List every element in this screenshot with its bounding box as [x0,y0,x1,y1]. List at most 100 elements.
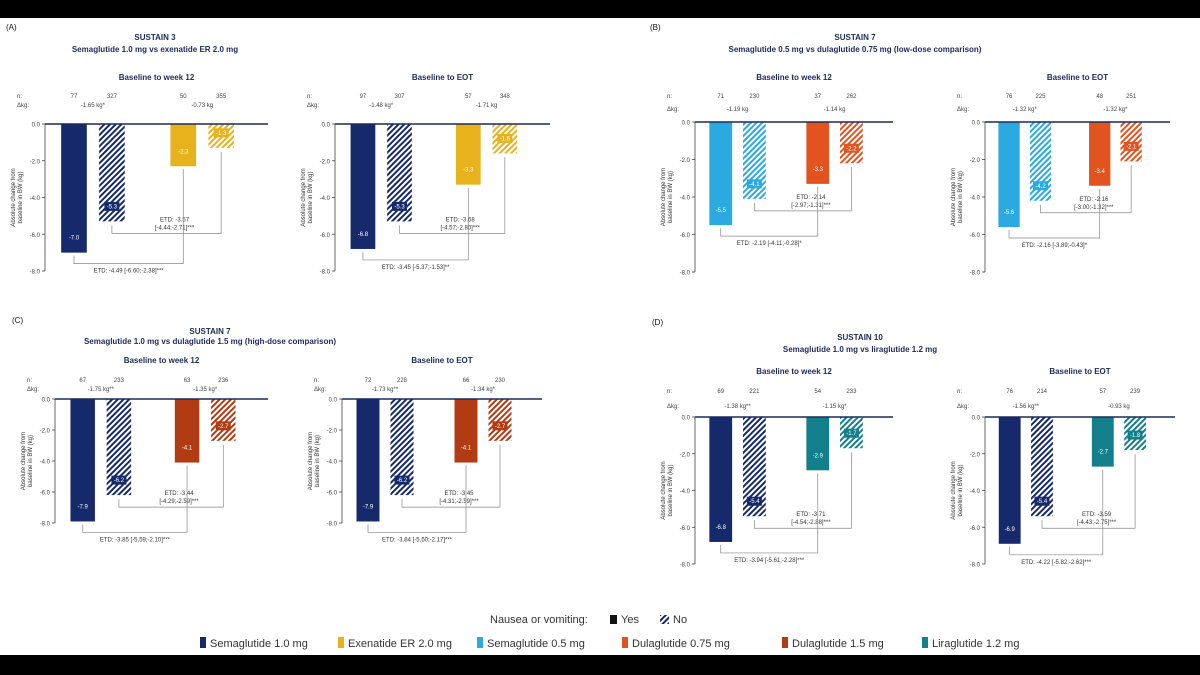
y-axis-label: Absolute change frombaseline in BW (kg) [308,432,321,490]
y-tick-label: -8.0 [40,522,51,528]
dkg-value: -1.71 kg [476,103,498,109]
dkg-value: -1.15 kg* [823,404,848,410]
n-value: 77 [71,94,78,100]
y-tick-label: -8.0 [327,522,338,528]
subplot: Baseline to EOT Absolute change frombasel… [308,356,542,543]
y-tick-label: -2.0 [680,452,691,458]
legend-swatch-exenatide [338,637,344,648]
y-tick-label: -8.0 [680,271,691,277]
legend-item-label: Dulaglutide 0.75 mg [632,638,730,650]
n-value: 71 [717,94,724,100]
n-value: 57 [1099,389,1106,395]
bar-dulaglutide_0_75-no [840,122,863,164]
y-tick-label: -6.0 [320,233,331,239]
n-row-label: n: [314,378,319,384]
n-value: 230 [749,94,760,100]
etd-yes-label: ETD: -3.85 [-5.59;-2.10]*** [100,537,171,543]
bar-semaglutide_1_0-no [1031,417,1053,517]
n-value: 54 [814,389,821,395]
etd-no-line2: [-4.57;-2.80]*** [440,225,480,231]
panel-letter: (B) [650,23,661,32]
etd-bracket-yes [362,187,469,261]
bar-value-label: -1.8 [1130,433,1141,439]
bar-value-label: -2.1 [1126,144,1137,150]
n-value: 239 [1130,389,1141,395]
n-row-label: n: [17,94,22,100]
bar-value-label: -5.4 [749,499,760,505]
y-tick-label: 0.0 [322,123,331,129]
bar-value-box [215,421,231,431]
n-value: 348 [500,94,511,100]
etd-yes-label: ETD: -3.84 [-5.50;-2.17]*** [382,537,453,543]
dkg-value: -1.65 kg* [81,103,106,109]
bar-exenatide-yes [170,124,197,167]
bar-value-box [1127,430,1143,440]
etd-yes-label: ETD: -3.45 [-5.37;-1.53]** [382,265,450,271]
etd-bracket-yes [82,465,188,533]
legend-swatch-dulaglutide_0_75 [622,637,628,648]
panel-trial-title: SUSTAIN 10 [837,333,883,342]
y-tick-label: -6.0 [970,526,981,532]
bar-dulaglutide_1_5-no [211,399,236,441]
bar-value-box [497,133,513,143]
bar-semaglutide_1_0-no [390,399,414,496]
bar-value-box [1123,141,1139,151]
n-value: 355 [216,94,227,100]
legend-item-label: Semaglutide 1.0 mg [210,638,308,650]
n-value: 236 [218,378,229,384]
etd-bracket-no [118,444,224,508]
y-tick-label: -2.0 [327,429,338,435]
bar-value-label: -4.1 [749,182,760,188]
panel-letter: (D) [652,318,663,327]
bar-dulaglutide_1_5-yes [454,399,478,463]
bar-value-box [460,165,476,175]
n-row-label: n: [667,389,672,395]
bar-value-box [810,450,826,460]
etd-bracket-no [1041,454,1136,529]
y-tick-label: -4.0 [680,196,691,202]
n-value: 233 [114,378,125,384]
dkg-value: -1.38 kg** [724,404,751,410]
bar-semaglutide_1_0-yes [998,417,1021,544]
bar-value-box [213,128,229,138]
bar-value-label: -1.7 [846,431,857,437]
bar-value-box [1095,447,1111,457]
bar-value-box [104,201,120,211]
bar-value-label: -7.0 [69,236,80,242]
n-value: 57 [465,94,472,100]
y-tick-label: -6.0 [30,233,41,239]
legend-swatch-liraglutide [922,637,928,648]
bar-value-box [75,501,91,511]
bar-value-box [1033,181,1048,191]
etd-no-line2: [-4.54;-2.88]*** [791,520,831,526]
n-value: 67 [79,378,86,384]
subplot: Baseline to EOT Absolute change frombasel… [301,73,550,276]
bar-semaglutide_1_0-yes [70,399,95,522]
bar-value-label: -2.9 [813,453,824,459]
dkg-value: -1.14 kg [824,107,846,113]
etd-bracket-yes [367,465,467,533]
bar-value-label: -5.3 [394,204,405,210]
n-value: 97 [360,94,367,100]
legend: Nausea or vomiting: Yes No Semaglutide 1.0 … [200,614,1019,650]
etd-bracket-yes [720,186,819,237]
y-axis-label: Absolute change frombaseline in BW (kg) [11,168,24,226]
etd-bracket-yes [1009,469,1104,556]
etd-no-line2: [-4.44;-2.71]*** [155,225,195,231]
y-tick-label: 0.0 [972,416,981,422]
dkg-row-label: Δkg: [957,404,969,410]
panel-comparison-title: Semaglutide 0.5 mg vs dulaglutide 0.75 m… [729,45,982,54]
bar-dulaglutide_0_75-no [1120,122,1142,162]
bar-value-label: -1.6 [500,136,511,142]
etd-yes-label: ETD: -4.49 [-6.60;-2.38]*** [94,269,165,275]
y-tick-label: 0.0 [682,121,691,127]
dkg-value: -0.73 kg [191,103,213,109]
bar-value-label: -5.5 [716,208,727,214]
y-tick-label: 0.0 [32,123,41,129]
dkg-row-label: Δkg: [27,387,39,393]
subplot: Baseline to week 12 Absolute change fromb… [661,367,893,569]
n-value: 63 [184,378,191,384]
etd-bracket-no [111,151,222,234]
subplot-title: Baseline to EOT [1047,73,1108,82]
subplot-title: Baseline to EOT [1049,367,1110,376]
